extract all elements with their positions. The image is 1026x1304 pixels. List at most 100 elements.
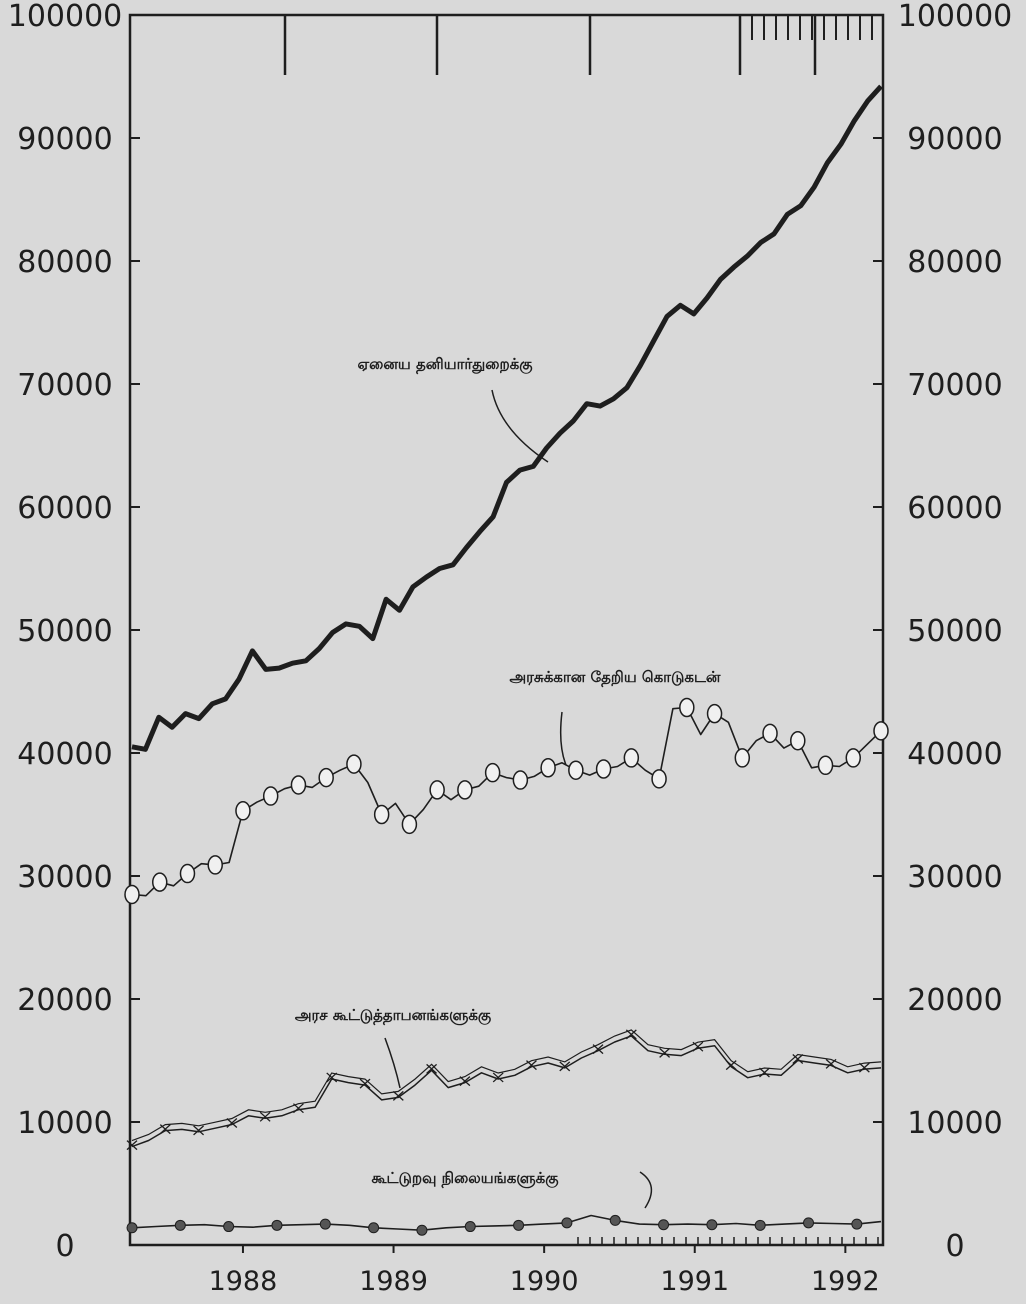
data-point	[464, 1221, 476, 1233]
data-point	[792, 1054, 804, 1064]
data-point	[226, 1117, 238, 1128]
y-tick-label-right: 0	[945, 1229, 964, 1264]
data-point	[124, 884, 140, 905]
data-point	[368, 1222, 380, 1234]
y-tick-label-left: 100000	[8, 0, 123, 34]
y-tick-label-left: 0	[55, 1229, 74, 1264]
data-point	[223, 1221, 235, 1233]
data-point	[319, 1218, 331, 1230]
data-point	[568, 760, 584, 780]
data-point	[845, 748, 862, 768]
data-point	[623, 748, 640, 768]
y-tick-label-left: 90000	[17, 122, 112, 157]
y-tick-label-left: 70000	[17, 368, 112, 403]
series-line	[131, 1214, 882, 1231]
data-point	[392, 1090, 404, 1101]
data-point	[512, 770, 529, 790]
y-tick-label-left: 20000	[17, 983, 112, 1018]
data-point	[484, 762, 501, 783]
y-tick-label-left: 50000	[17, 614, 112, 649]
x-axis: 1988 1989 1990 1991 1992	[209, 1245, 880, 1297]
data-point	[851, 1218, 863, 1230]
x-tick-label: 1992	[811, 1266, 880, 1297]
x-tick-label: 1989	[359, 1266, 428, 1297]
data-point	[679, 697, 695, 718]
data-point	[651, 769, 667, 789]
data-point	[293, 1103, 304, 1114]
y-tick-label-right: 20000	[907, 983, 1002, 1018]
data-point	[559, 1061, 571, 1072]
y-tick-label-right: 50000	[907, 614, 1002, 649]
data-point	[262, 786, 279, 806]
series-line	[131, 1035, 882, 1148]
y-tick-label-left: 40000	[17, 737, 112, 772]
series-line-outline	[131, 1029, 882, 1142]
annotation-pointer-public-corporations	[384, 1037, 401, 1089]
series-line	[131, 84, 883, 752]
y-tick-label-right: 80000	[907, 245, 1002, 280]
data-point	[526, 1060, 537, 1071]
y-tick-label-right: 70000	[907, 368, 1002, 403]
plot-frame	[128, 13, 885, 1247]
data-point	[126, 1140, 138, 1151]
data-point	[513, 1219, 525, 1231]
y-tick-label-right: 30000	[907, 860, 1002, 895]
data-point	[725, 1060, 737, 1071]
data-point	[825, 1058, 837, 1069]
y-tick-label-left: 10000	[17, 1106, 112, 1141]
data-point	[625, 1029, 637, 1040]
data-point	[706, 703, 723, 724]
data-point	[595, 759, 612, 779]
data-point	[426, 1063, 438, 1074]
data-point	[790, 730, 806, 751]
annotation-pointer-cooperatives	[639, 1171, 653, 1209]
y-axis-left: 0 10000 20000 30000 40000 50000 60000 70000 8000…	[8, 0, 140, 1264]
data-point	[259, 1111, 271, 1122]
data-point	[346, 754, 362, 774]
data-point	[271, 1219, 283, 1231]
data-point	[193, 1125, 205, 1136]
annotation-other-private: ஏனைய தனியார்துறைக்கு	[358, 355, 533, 374]
data-point	[492, 1072, 504, 1083]
data-point	[873, 721, 889, 741]
data-point	[459, 1076, 471, 1087]
annotation-govt-credit: அரசுக்கான தேறிய கொடுகடன்	[510, 668, 721, 687]
data-point	[457, 780, 473, 800]
data-point	[658, 1219, 670, 1231]
annotation-cooperatives: கூட்டுறவு நிலையங்களுக்கு	[371, 1169, 558, 1188]
data-point	[290, 775, 307, 795]
plot-border	[128, 13, 885, 1247]
data-point	[817, 755, 834, 776]
data-point	[126, 1222, 138, 1234]
data-point	[609, 1214, 621, 1226]
y-tick-label-right: 10000	[907, 1106, 1002, 1141]
x-tick-label: 1991	[660, 1266, 729, 1297]
data-point	[759, 1067, 770, 1078]
annotation-pointer-other-private	[491, 389, 549, 463]
data-point	[561, 1217, 573, 1229]
data-point	[692, 1041, 704, 1052]
annotation-public-corporations: அரச கூட்டுத்தாபனங்களுக்கு	[295, 1006, 491, 1025]
data-point	[235, 801, 251, 821]
data-point	[179, 863, 196, 884]
x-tick-label: 1988	[209, 1266, 278, 1297]
data-point	[359, 1078, 371, 1089]
data-point	[373, 804, 390, 825]
y-tick-label-right: 40000	[907, 737, 1002, 772]
y-axis-right: 0 10000 20000 30000 40000 50000 60000 70000 8000…	[873, 0, 1012, 1264]
data-point	[326, 1072, 338, 1083]
y-tick-label-left: 80000	[17, 245, 112, 280]
data-point	[762, 723, 778, 744]
data-point	[174, 1219, 186, 1231]
y-tick-label-right: 90000	[907, 122, 1002, 157]
data-point	[151, 872, 168, 892]
y-tick-label-right: 100000	[898, 0, 1013, 34]
y-tick-label-right: 60000	[907, 491, 1002, 526]
data-point	[159, 1124, 171, 1135]
data-point	[401, 814, 418, 835]
data-point	[803, 1217, 815, 1229]
data-point	[706, 1219, 718, 1231]
data-point	[429, 780, 445, 800]
